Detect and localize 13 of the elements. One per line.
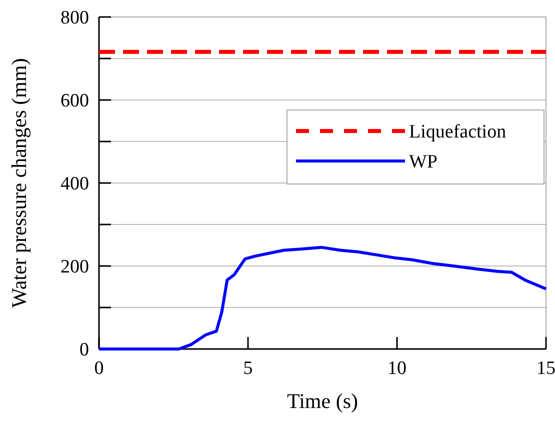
x-tick-label: 0 (94, 358, 104, 379)
y-tick-label: 800 (60, 8, 89, 29)
y-tick-label: 600 (60, 90, 89, 112)
y-tick-label: 400 (60, 174, 89, 195)
y-tick-label: 0 (80, 340, 89, 361)
x-tick-label: 15 (536, 358, 555, 379)
x-axis-title: Time (s) (287, 389, 358, 413)
x-tick-label: 5 (243, 358, 253, 379)
x-tick-label: 10 (388, 358, 406, 379)
y-axis-title: Water pressure changes (mm) (7, 58, 31, 308)
y-tick-label: 200 (60, 256, 89, 278)
legend-label: WP (409, 152, 438, 173)
legend-label: Liquefaction (409, 122, 507, 143)
